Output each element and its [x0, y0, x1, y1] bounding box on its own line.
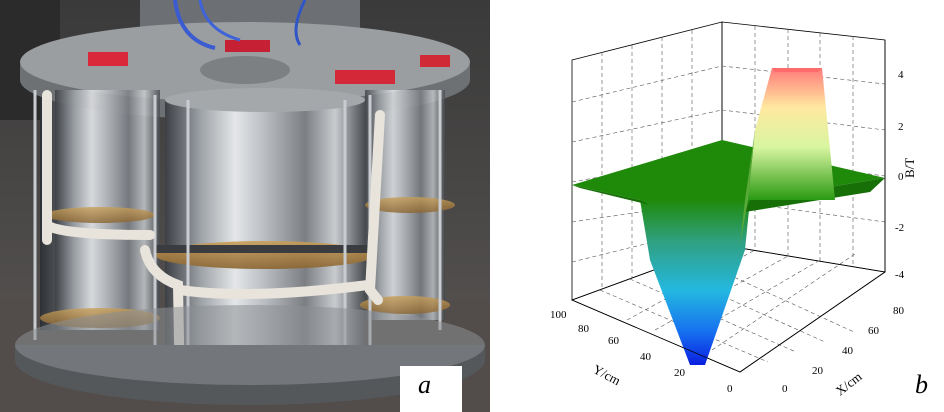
positive-peak-top	[772, 68, 822, 72]
positive-peak-side	[740, 130, 755, 245]
z-axis: 4 2 0 -2 -4 B/T	[884, 40, 917, 281]
z-tick-label: 0	[898, 171, 904, 183]
x-tick-label: 20	[812, 365, 824, 377]
x-tick-label: 60	[868, 325, 880, 337]
x-axis: 0 20 40 60 80 X/cm	[739, 271, 905, 399]
z-axis-title: B/T	[902, 158, 917, 178]
plateau-surface-front	[572, 185, 650, 205]
y-tick-label: 40	[640, 351, 652, 363]
positive-peak	[748, 68, 835, 200]
y-tick-label: 100	[550, 309, 567, 321]
label-a-background	[400, 366, 462, 412]
x-axis-title: X/cm	[833, 369, 865, 399]
y-tick-label: 0	[727, 383, 733, 395]
x-tick-label: 40	[842, 345, 854, 357]
y-tick-label: 80	[578, 323, 590, 335]
x-tick-label: 0	[782, 383, 788, 395]
negative-well	[640, 200, 750, 365]
y-tick-label: 60	[608, 335, 620, 347]
panel-label-a: a	[418, 370, 431, 399]
z-tick-label: 4	[898, 69, 904, 81]
z-tick-label: -2	[895, 222, 904, 234]
panel-label-b: b	[915, 370, 928, 399]
y-tick-label: 20	[674, 367, 686, 379]
coil-assembly-photo	[0, 0, 490, 412]
z-tick-label: -4	[895, 269, 905, 281]
x-tick-label: 80	[893, 305, 905, 317]
z-tick-label: 2	[898, 121, 904, 133]
surface-plot: 4 2 0 -2 -4 B/T 100 80 60 40 20 0 Y/cm 0…	[550, 21, 917, 399]
y-axis-title: Y/cm	[591, 361, 624, 388]
